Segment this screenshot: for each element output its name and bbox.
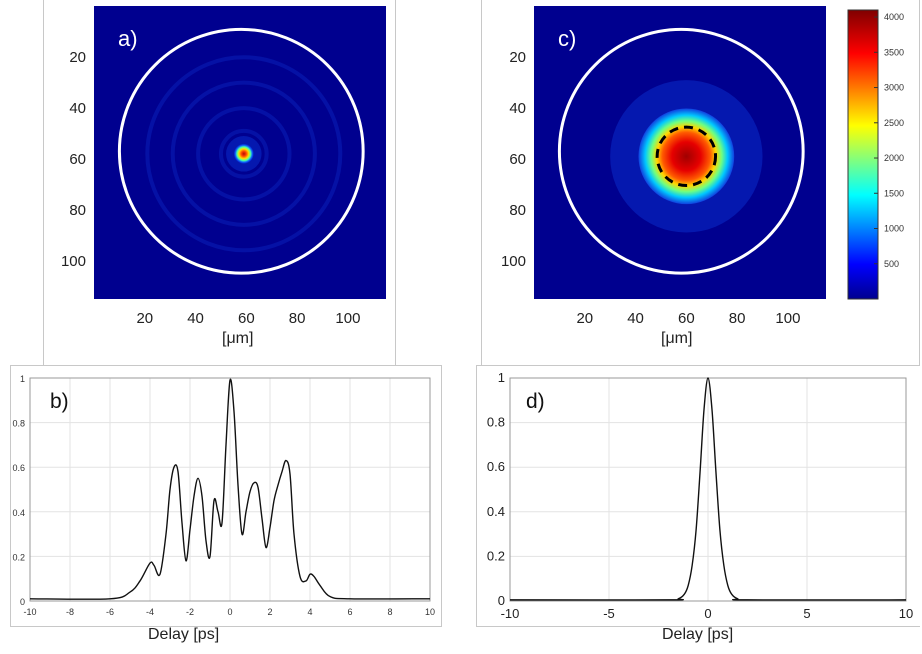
frame-divider [10, 626, 441, 627]
y-tick-label: 0.2 [12, 552, 25, 562]
y-tick-label: 0.6 [12, 463, 25, 473]
colorbar-tick-label: 1500 [884, 188, 904, 198]
x-axis-title-c: [μm] [661, 330, 693, 347]
colorbar-tick-label: 500 [884, 259, 899, 269]
colorbar [847, 9, 879, 300]
x-tick-label: 4 [307, 607, 312, 617]
x-tick-label: 8 [387, 607, 392, 617]
line-chart-d: -10 -5 0 5 10 0 0.2 0.4 0.6 0.8 1 [487, 370, 913, 621]
panel-a: a) 20 40 60 80 100 20 40 60 80 100 [μm] [0, 0, 400, 365]
x-tick-label: 40 [627, 310, 644, 327]
colorbar-tick-label: 2500 [884, 118, 904, 128]
x-tick-label: 80 [729, 310, 746, 327]
diffraction-ring [145, 55, 343, 253]
colorbar-tick-label: 1000 [884, 224, 904, 234]
panel-label-c: c) [558, 26, 576, 51]
frame-divider [441, 365, 442, 627]
y-tick-label: 100 [61, 253, 86, 270]
y-tick-label: 0.6 [487, 459, 505, 474]
x-tick-label: -10 [501, 606, 520, 621]
panel-label-a: a) [118, 26, 138, 51]
panel-label-d: d) [526, 390, 545, 413]
colorbar-tick-label: 4000 [884, 12, 904, 22]
x-tick-label: 10 [899, 606, 913, 621]
line-chart-b: -10 -8 -6 -4 -2 0 2 4 6 8 10 0 0.2 0.4 0.6 0.8 1 [12, 374, 435, 617]
y-tick-label: 40 [509, 100, 526, 117]
y-tick-label: 0.8 [12, 419, 25, 429]
colorbar-tick-label: 3500 [884, 47, 904, 57]
frame-divider [919, 0, 920, 365]
y-tick-label: 80 [509, 202, 526, 219]
plot-frame [29, 377, 431, 602]
frame-divider [476, 365, 477, 627]
x-tick-label: 0 [704, 606, 711, 621]
heatmap-a: a) 20 40 60 80 100 20 40 60 80 100 [61, 6, 386, 327]
x-tick-label: -6 [106, 607, 114, 617]
x-axis-title-d: Delay [ps] [662, 626, 734, 643]
panel-c: c) 20 40 60 80 100 20 40 60 80 100 500 1000 1500 2000 2… [501, 6, 904, 347]
y-tick-label: 1 [20, 374, 25, 384]
x-tick-label: 5 [803, 606, 810, 621]
x-tick-label: 60 [678, 310, 695, 327]
heatmap-c: c) 20 40 60 80 100 20 40 60 80 100 500 1000 1500 2000 2… [501, 6, 904, 327]
x-axis-title-b: Delay [ps] [148, 626, 220, 643]
frame-divider [395, 0, 396, 365]
x-tick-label: 2 [267, 607, 272, 617]
x-tick-label: 40 [187, 310, 204, 327]
diffraction-ring [218, 128, 269, 179]
intensity-spot [638, 108, 735, 205]
y-tick-label: 0 [498, 593, 505, 608]
panel-b: -10 -8 -6 -4 -2 0 2 4 6 8 10 0 0.2 0.4 0.6 0.8 1 b) Dela… [0, 365, 445, 654]
y-tick-label: 0 [20, 597, 25, 607]
y-tick-label: 20 [509, 49, 526, 66]
frame-divider [476, 626, 920, 627]
x-tick-label: 0 [227, 607, 232, 617]
frame-divider [43, 0, 44, 365]
y-tick-label: 100 [501, 253, 526, 270]
x-tick-label: -4 [146, 607, 154, 617]
intensity-spot [233, 143, 254, 164]
x-tick-label: 100 [775, 310, 800, 327]
x-tick-label: 20 [576, 310, 593, 327]
x-tick-label: 100 [335, 310, 360, 327]
diffraction-ring [196, 106, 292, 202]
y-tick-label: 0.2 [487, 548, 505, 563]
x-tick-label: 10 [425, 607, 435, 617]
y-tick-label: 0.4 [487, 504, 505, 519]
y-tick-label: 80 [69, 202, 86, 219]
series-line [29, 378, 431, 600]
panel-label-b: b) [50, 390, 69, 413]
x-tick-label: -8 [66, 607, 74, 617]
y-tick-label: 0.8 [487, 415, 505, 430]
frame-divider [10, 365, 11, 627]
aperture-circle [557, 27, 805, 275]
y-tick-label: 20 [69, 49, 86, 66]
x-axis-title-a: [μm] [222, 330, 254, 347]
x-tick-label: 80 [289, 310, 306, 327]
y-tick-label: 60 [69, 151, 86, 168]
frame-divider [481, 0, 482, 365]
y-tick-label: 0.4 [12, 508, 25, 518]
x-tick-label: -10 [23, 607, 36, 617]
colorbar-tick-label: 3000 [884, 83, 904, 93]
frame-divider [10, 365, 441, 366]
frame-divider [476, 365, 920, 366]
y-tick-label: 1 [498, 370, 505, 385]
x-tick-label: -2 [186, 607, 194, 617]
x-tick-label: 20 [136, 310, 153, 327]
x-tick-label: 60 [238, 310, 255, 327]
y-tick-label: 60 [509, 151, 526, 168]
diffraction-ring [170, 80, 317, 227]
dashed-circle [655, 125, 718, 188]
y-tick-label: 40 [69, 100, 86, 117]
aperture-circle [117, 27, 365, 275]
series-line [509, 377, 907, 601]
colorbar-tick-label: 2000 [884, 153, 904, 163]
x-tick-label: -5 [603, 606, 615, 621]
x-tick-label: 6 [347, 607, 352, 617]
panel-d: -10 -5 0 5 10 0 0.2 0.4 0.6 0.8 1 d) Delay [ps] [470, 365, 922, 654]
